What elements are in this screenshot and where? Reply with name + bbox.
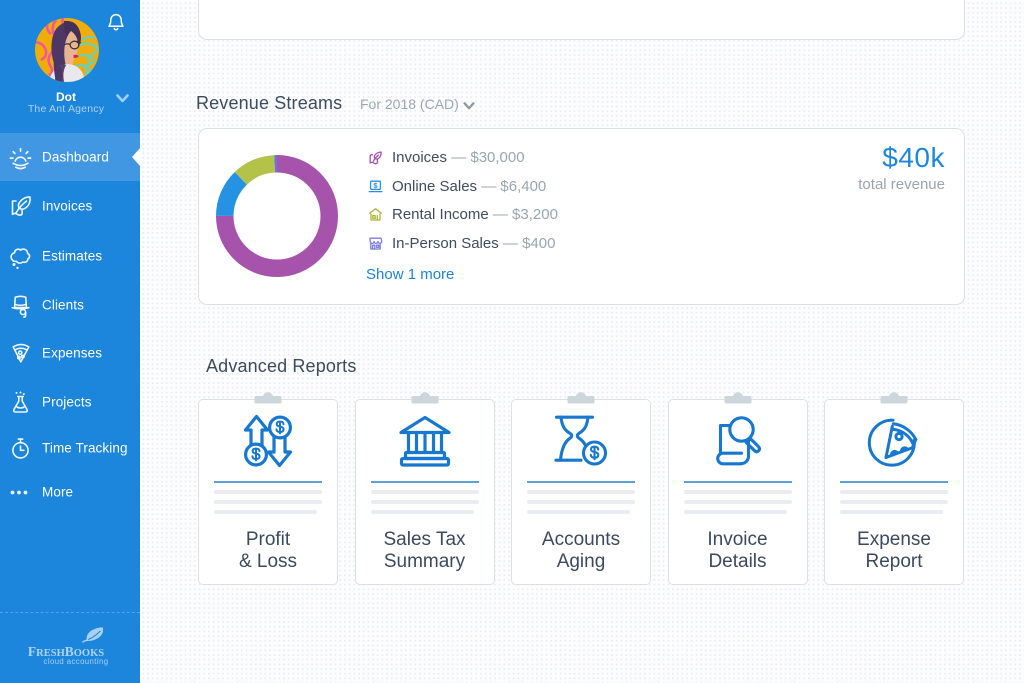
svg-text:$: $ — [373, 180, 378, 189]
